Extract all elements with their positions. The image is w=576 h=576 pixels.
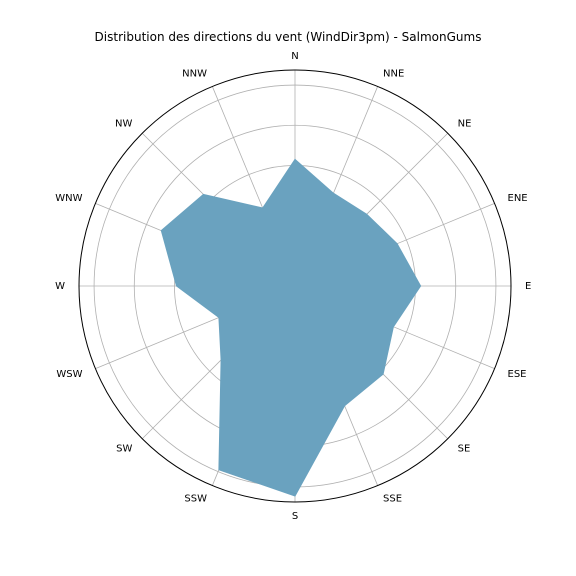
direction-label-nne: NNE — [383, 69, 404, 80]
direction-label-ene: ENE — [508, 193, 528, 204]
direction-label-e: E — [525, 281, 531, 292]
direction-label-wnw: WNW — [55, 193, 82, 204]
direction-label-nnw: NNW — [182, 69, 207, 80]
direction-label-ese: ESE — [508, 369, 527, 380]
direction-label-nw: NW — [115, 118, 132, 129]
series-area — [160, 158, 422, 497]
frame-layer — [78, 69, 512, 503]
direction-label-se: SE — [458, 444, 471, 455]
data-layer — [160, 158, 422, 497]
direction-label-ssw: SSW — [184, 494, 207, 505]
direction-label-n: N — [291, 51, 298, 62]
label-layer: N NNE NE ENE E ESE SE SSE S SSW SW WSW W WNW NW NNW — [55, 51, 531, 522]
direction-label-s: S — [292, 511, 298, 522]
chart-title: Distribution des directions du vent (Win… — [94, 30, 482, 44]
direction-label-wsw: WSW — [56, 369, 82, 380]
direction-label-ne: NE — [458, 118, 472, 129]
direction-label-sse: SSE — [383, 494, 402, 505]
direction-label-w: W — [55, 281, 65, 292]
direction-label-sw: SW — [116, 444, 132, 455]
polar-frame — [78, 69, 512, 503]
